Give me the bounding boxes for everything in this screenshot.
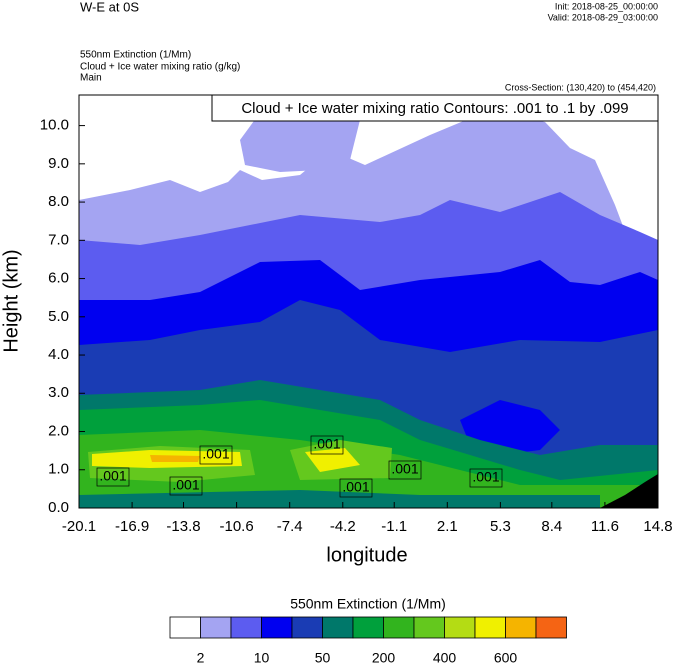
contour-label: .001 <box>172 477 199 493</box>
contour-label-box <box>469 468 503 488</box>
x-tick-label: -10.6 <box>220 518 254 535</box>
colorbar-label: 200 <box>372 650 396 666</box>
y-axis-label: Height (km) <box>0 249 22 352</box>
y-tick-label: 4.0 <box>48 346 69 363</box>
x-tick-label: 14.8 <box>643 518 672 535</box>
x-tick-label: 2.1 <box>437 518 458 535</box>
contour-label: .001 <box>99 468 126 484</box>
valid-time: Valid: 2018-08-29_03:00:00 <box>548 12 658 22</box>
colorbar-swatch <box>505 616 537 639</box>
colorbar-label: 50 <box>315 650 331 666</box>
x-tick-label: -1.1 <box>381 518 407 535</box>
colorbar-swatch <box>444 616 476 639</box>
contour-label-box <box>388 460 422 480</box>
colorbar-label: 2 <box>197 650 205 666</box>
y-tick-label: 9.0 <box>48 155 69 172</box>
field-band <box>79 95 658 250</box>
chart-title: W-E at 0S <box>80 0 139 14</box>
y-tick-label: 8.0 <box>48 193 69 210</box>
colorbar-swatch <box>352 616 384 639</box>
colorbar-swatch <box>230 616 262 639</box>
x-tick-label: 8.4 <box>541 518 562 535</box>
x-tick-label: -16.9 <box>115 518 149 535</box>
colorbar-label: 600 <box>494 650 518 666</box>
contour-label-box <box>339 478 373 498</box>
field-label: 550nm Extinction (1/Mm) <box>80 50 191 61</box>
field-label: Cloud + Ice water mixing ratio (g/kg) <box>80 62 240 73</box>
contour-label: .001 <box>202 446 229 462</box>
contour-label: .001 <box>472 469 499 485</box>
y-tick-label: 3.0 <box>48 384 69 401</box>
field <box>79 95 658 508</box>
contour-label-box <box>310 435 344 455</box>
contour-label: .001 <box>391 461 418 477</box>
y-tick-label: 7.0 <box>48 231 69 248</box>
contour-label-box <box>96 467 130 487</box>
colorbar-swatch <box>169 616 201 639</box>
terrain <box>600 474 658 508</box>
x-tick-label: -7.4 <box>277 518 303 535</box>
colorbar-swatch <box>200 616 232 639</box>
y-tick-label: 10.0 <box>40 117 69 134</box>
colorbar-label: 10 <box>254 650 270 666</box>
colorbar-label: 400 <box>433 650 457 666</box>
cross-section-label: Cross-Section: (130,420) to (454,420) <box>505 82 656 92</box>
y-tick-label: 5.0 <box>48 308 69 325</box>
y-tick-label: 1.0 <box>48 461 69 478</box>
colorbar-swatch <box>322 616 354 639</box>
colorbar-title: 550nm Extinction (1/Mm) <box>290 596 446 612</box>
contour-label: .001 <box>313 436 340 452</box>
field-band <box>150 455 200 462</box>
y-tick-label: 0.0 <box>48 499 69 516</box>
x-tick-label: 5.3 <box>490 518 511 535</box>
contour-info-box <box>211 94 659 122</box>
x-tick-label: -4.2 <box>330 518 356 535</box>
colorbar-swatch <box>383 616 415 639</box>
y-tick-label: 6.0 <box>48 270 69 287</box>
init-time: Init: 2018-08-25_00:00:00 <box>555 1 658 11</box>
contour-labels: .001.001.001.001.001.001.001 <box>96 435 503 498</box>
contour-label-box <box>199 445 233 465</box>
colorbar-swatch <box>535 616 567 639</box>
contour-label: .001 <box>342 479 369 495</box>
y-tick-label: 2.0 <box>48 422 69 439</box>
field-band <box>79 490 600 508</box>
contour-label-box <box>169 476 203 496</box>
colorbar-swatch <box>474 616 506 639</box>
contour-info: Cloud + Ice water mixing ratio Contours:… <box>241 100 628 117</box>
colorbar-swatch <box>291 616 323 639</box>
x-tick-label: 11.6 <box>591 518 619 535</box>
x-tick-label: -20.1 <box>62 518 96 535</box>
colorbar-swatch <box>413 616 445 639</box>
domain-label: Main <box>80 73 102 84</box>
x-axis-label: longitude <box>326 544 407 566</box>
colorbar-swatch <box>261 616 293 639</box>
x-tick-label: -13.8 <box>166 518 200 535</box>
